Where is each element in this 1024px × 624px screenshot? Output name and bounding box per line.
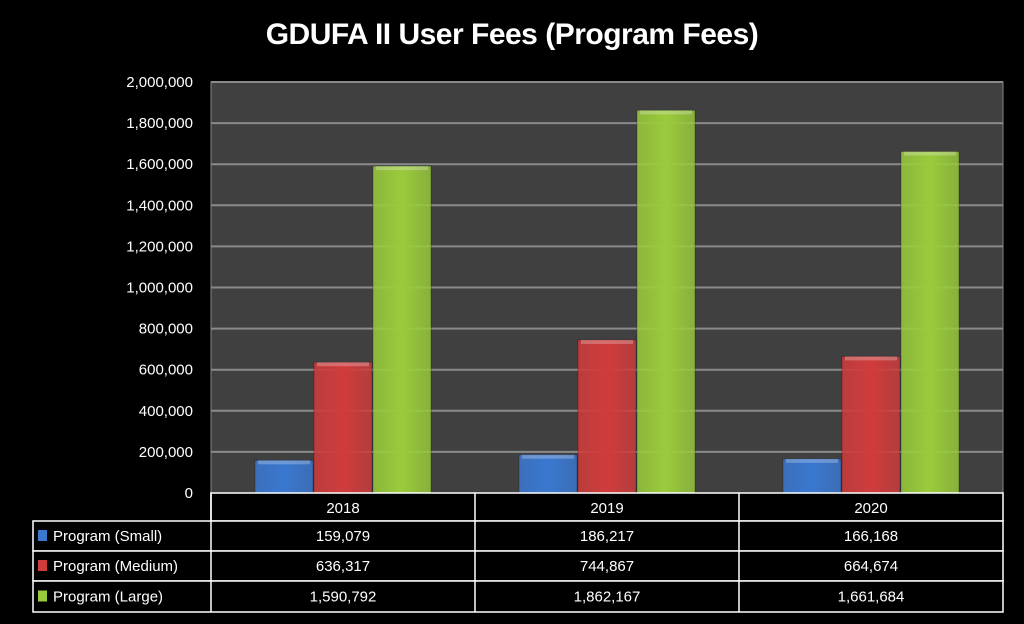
bar-bevel <box>522 454 574 459</box>
bar-bevel <box>581 339 633 344</box>
bar-program-large-2020 <box>900 151 960 494</box>
bar-bevel <box>786 458 838 463</box>
y-tick-label: 800,000 <box>139 321 193 338</box>
bar-program-small-2018 <box>254 459 314 494</box>
table-header-year: 2020 <box>854 500 887 517</box>
bar-bevel <box>845 356 897 361</box>
bar-program-large-2019 <box>636 109 696 494</box>
bar-bevel <box>904 151 956 156</box>
bar-program-medium-2019 <box>577 339 637 494</box>
bar-bevel <box>317 362 369 367</box>
legend-label: Program (Small) <box>53 528 162 545</box>
legend-key <box>38 530 47 541</box>
table-cell-value: 166,168 <box>844 528 898 545</box>
table-cell-value: 664,674 <box>844 558 898 575</box>
y-tick-label: 200,000 <box>139 444 193 461</box>
table-row <box>32 520 1004 552</box>
y-tick-label: 1,000,000 <box>126 280 193 297</box>
bar-program-small-2020 <box>782 458 842 494</box>
table-header-year: 2018 <box>326 500 359 517</box>
bar-bevel <box>258 460 310 465</box>
y-tick-label: 1,400,000 <box>126 197 193 214</box>
table-cell-value: 744,867 <box>580 558 634 575</box>
y-tick-label: 1,800,000 <box>126 115 193 132</box>
y-tick-label: 0 <box>185 485 193 502</box>
y-tick-label: 1,600,000 <box>126 156 193 173</box>
legend-label: Program (Medium) <box>53 558 178 575</box>
y-tick-label: 2,000,000 <box>126 74 193 91</box>
table-cell-value: 636,317 <box>316 558 370 575</box>
table-row <box>32 580 1004 613</box>
legend-key <box>38 590 47 602</box>
table-cell-value: 186,217 <box>580 528 634 545</box>
table-cell-value: 1,862,167 <box>574 589 641 606</box>
legend-label: Program (Large) <box>53 589 163 606</box>
bar-program-small-2019 <box>518 454 578 494</box>
table-cell-value: 1,590,792 <box>310 589 377 606</box>
table-cell-value: 1,661,684 <box>838 589 905 606</box>
bar-program-large-2018 <box>372 165 432 494</box>
chart-title: GDUFA II User Fees (Program Fees) <box>265 18 759 51</box>
bar-bevel <box>376 166 428 171</box>
y-tick-label: 600,000 <box>139 362 193 379</box>
y-tick-label: 1,200,000 <box>126 238 193 255</box>
bar-program-medium-2020 <box>841 355 901 494</box>
table-header-year: 2019 <box>590 500 623 517</box>
bar-bevel <box>640 110 692 115</box>
legend-key <box>38 560 47 571</box>
bar-program-medium-2018 <box>313 361 373 494</box>
table-cell-value: 159,079 <box>316 528 370 545</box>
y-tick-label: 400,000 <box>139 403 193 420</box>
